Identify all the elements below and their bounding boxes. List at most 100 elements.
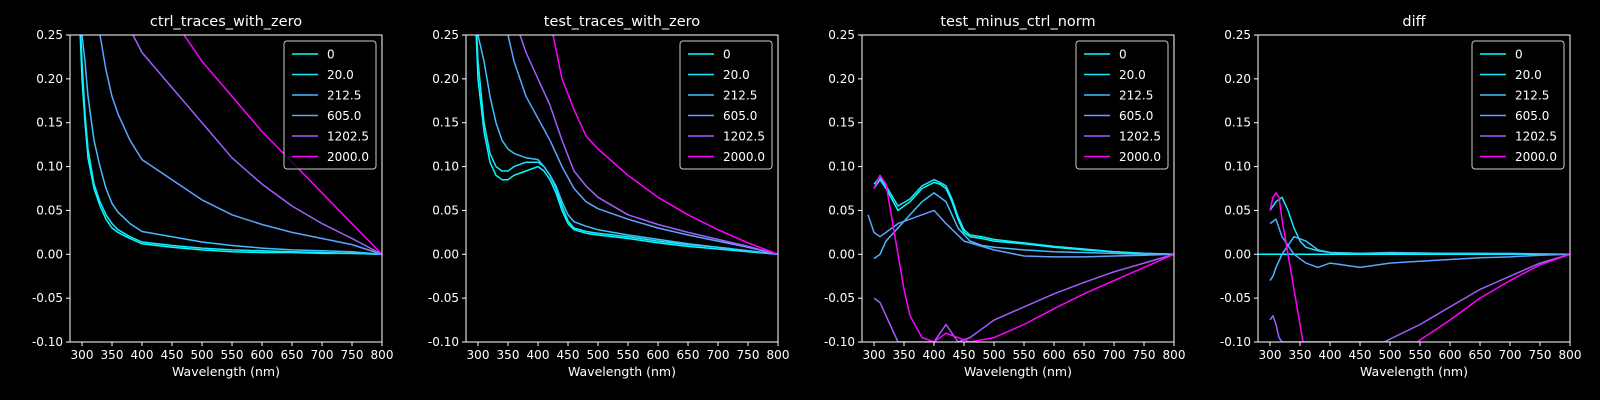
x-tick-label: 400 [131,348,154,362]
x-tick-label: 400 [1319,348,1342,362]
series-line-605.0 [867,209,1174,258]
x-tick-label: 300 [1259,348,1282,362]
x-tick-label: 300 [467,348,490,362]
legend-box [679,40,773,170]
legend-label-20.0: 20.0 [1515,68,1542,82]
x-tick-label: 550 [221,348,244,362]
chart-title: test_minus_ctrl_norm [940,14,1095,30]
legend-label-2000.0: 2000.0 [1515,150,1557,164]
x-axis-label: Wavelength (nm) [568,364,676,379]
legend: 0 20.0 212.5 605.0 1202.5 2000.0 [1075,40,1169,170]
x-tick-label: 350 [497,348,520,362]
legend-label-20.0: 20.0 [327,68,354,82]
subplot-2: test_traces_with_zero 300 350 400 450 500 550 6… [428,14,790,379]
x-tick-label: 800 [767,348,790,362]
subplots: ctrl_traces_with_zero 300 350 400 450 500 550 6… [32,14,1582,379]
legend-label-2000.0: 2000.0 [327,150,369,164]
series-line-1202.5 [873,253,1174,342]
y-tick-label: -0.10 [32,335,63,349]
legend-label-0: 0 [723,48,731,62]
x-tick-label: 450 [1349,348,1372,362]
x-tick-label: 500 [1379,348,1402,362]
y-tick-label: 0.25 [1224,28,1251,42]
x-tick-label: 750 [341,348,364,362]
y-tick-label: 0.10 [36,160,63,174]
series-line-2000.0 [183,35,382,255]
y-tick-label: 0.10 [828,160,855,174]
y-tick-label: 0.15 [828,116,855,130]
y-tick-label: 0.00 [1224,247,1251,261]
y-tick-label: -0.05 [824,291,855,305]
legend-label-0: 0 [1119,48,1127,62]
y-tick-label: 0.15 [1224,116,1251,130]
legend-box [1075,40,1169,170]
x-tick-label: 800 [1559,348,1582,362]
y-tick-label: -0.05 [1220,291,1251,305]
x-tick-label: 300 [71,348,94,362]
x-tick-label: 700 [1103,348,1126,362]
legend-label-212.5: 212.5 [1515,89,1549,103]
x-axis-label: Wavelength (nm) [964,364,1072,379]
x-tick-label: 600 [1439,348,1462,362]
legend-label-212.5: 212.5 [327,89,361,103]
subplot-1: ctrl_traces_with_zero 300 350 400 450 500 550 6… [32,14,394,379]
x-tick-label: 800 [1163,348,1186,362]
series-line-605.0 [99,35,382,256]
x-tick-label: 800 [371,348,394,362]
series-line-2000.0 [1269,192,1570,342]
series-line-212.5 [1269,235,1570,282]
legend-label-1202.5: 1202.5 [1119,130,1161,144]
plot-lines [867,174,1174,342]
legend-label-0: 0 [327,48,335,62]
chart-title: diff [1402,14,1426,30]
y-tick-label: 0.10 [1224,160,1251,174]
y-tick-label: 0.05 [432,203,459,217]
plot-lines [79,35,382,256]
legend: 0 20.0 212.5 605.0 1202.5 2000.0 [283,40,377,170]
legend-box [1471,40,1565,170]
series-line-2000.0 [873,174,1174,342]
y-tick-label: 0.25 [432,28,459,42]
x-tick-label: 400 [527,348,550,362]
x-tick-label: 450 [557,348,580,362]
x-axis-label: Wavelength (nm) [172,364,280,379]
x-tick-label: 650 [677,348,700,362]
x-tick-label: 700 [707,348,730,362]
series-line-2000.0 [552,35,778,256]
plot-lines [1258,192,1570,342]
series-line-0 [873,178,1174,256]
y-tick-label: 0.10 [432,160,459,174]
legend-label-605.0: 605.0 [1515,109,1549,123]
y-tick-label: 0.00 [432,247,459,261]
x-tick-label: 750 [1529,348,1552,362]
x-tick-label: 400 [923,348,946,362]
y-tick-label: -0.10 [428,335,459,349]
axes-frame [465,34,779,343]
y-tick-label: 0.20 [1224,72,1251,86]
y-tick-label: 0.20 [828,72,855,86]
x-tick-label: 600 [1043,348,1066,362]
subplot-4: diff 300 350 400 450 500 550 600 650 700 750 800 -0.… [1220,14,1582,379]
subplot-3: test_minus_ctrl_norm 300 350 400 450 500 550 60… [824,14,1186,379]
y-tick-label: 0.05 [36,203,63,217]
y-tick-label: 0.25 [36,28,63,42]
series-line-212.5 [873,192,1174,260]
legend-label-20.0: 20.0 [723,68,750,82]
y-tick-label: 0.00 [828,247,855,261]
x-tick-label: 750 [1133,348,1156,362]
y-tick-label: -0.10 [1220,335,1251,349]
chart-title: ctrl_traces_with_zero [150,14,302,30]
series-line-605.0 [507,35,778,256]
x-tick-label: 550 [1409,348,1432,362]
series-line-20.0 [873,176,1174,256]
x-tick-label: 500 [983,348,1006,362]
x-tick-label: 650 [1469,348,1492,362]
axes-frame [1257,34,1571,343]
x-tick-label: 600 [251,348,274,362]
x-axis-label: Wavelength (nm) [1360,364,1468,379]
x-tick-label: 650 [1073,348,1096,362]
series-line-605.0 [1269,218,1570,269]
y-tick-label: 0.05 [1224,203,1251,217]
